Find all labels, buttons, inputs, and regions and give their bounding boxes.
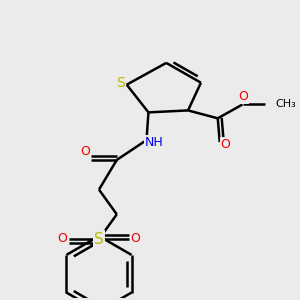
Text: S: S bbox=[94, 232, 104, 247]
Text: CH₃: CH₃ bbox=[275, 100, 296, 110]
Text: O: O bbox=[238, 90, 248, 103]
Text: O: O bbox=[221, 138, 231, 151]
Text: O: O bbox=[131, 232, 140, 244]
Text: NH: NH bbox=[145, 136, 164, 148]
Text: S: S bbox=[116, 76, 125, 90]
Text: O: O bbox=[80, 146, 90, 158]
Text: O: O bbox=[57, 232, 67, 244]
